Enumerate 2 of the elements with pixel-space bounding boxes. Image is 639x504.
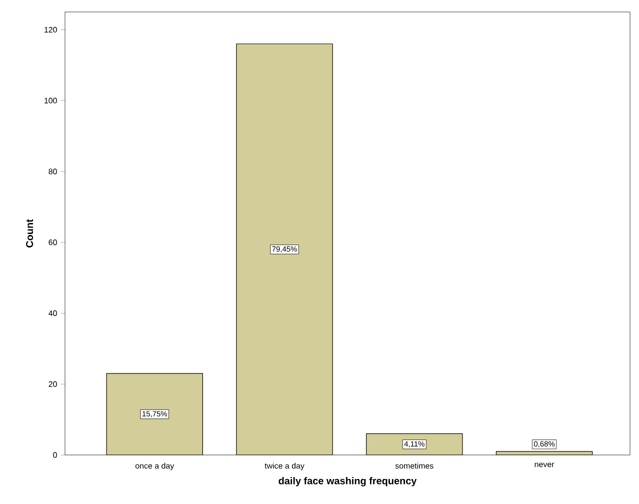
y-axis-title: Count (26, 219, 34, 248)
x-axis-title: daily face washing frequency (278, 477, 417, 486)
